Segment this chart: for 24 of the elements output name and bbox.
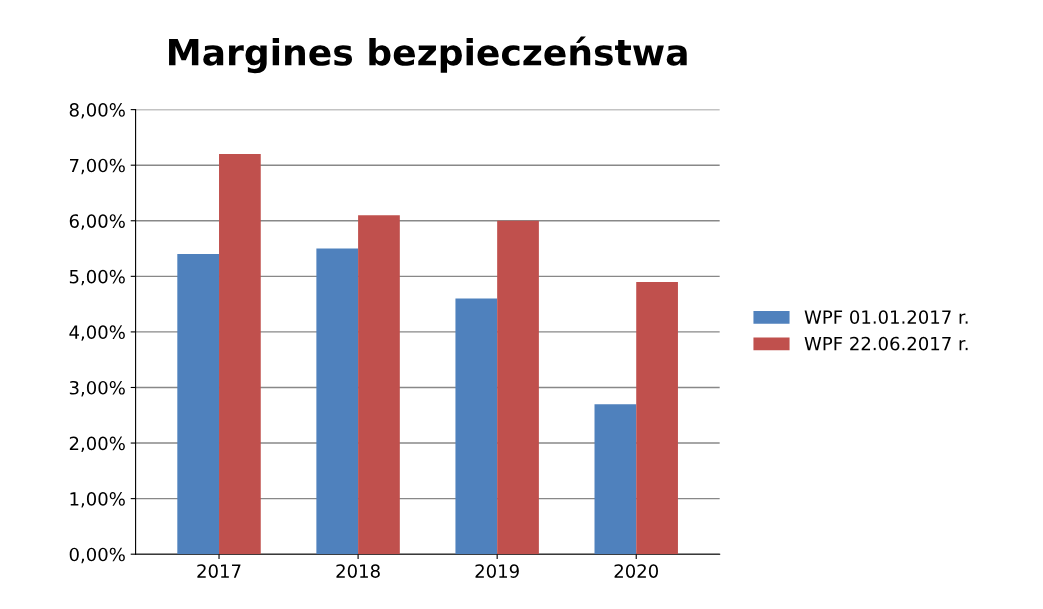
x-tick-label: 2019 (475, 564, 519, 578)
chart-title: Margines bezpieczeństwa (169, 36, 687, 74)
bar (358, 215, 400, 555)
x-tick-label: 2018 (336, 564, 380, 578)
y-tick-label: 6,00% (69, 214, 125, 230)
bar (177, 254, 220, 555)
bar (636, 281, 678, 555)
bar (316, 248, 359, 555)
legend-label: WPF 01.01.2017 r. (804, 310, 968, 324)
bar (219, 154, 261, 555)
y-tick-label: 1,00% (70, 492, 125, 508)
x-tick-label: 2017 (197, 564, 241, 578)
x-tick-label: 2020 (614, 564, 659, 578)
y-tick-label: 3,00% (69, 380, 125, 397)
bar (497, 220, 539, 555)
y-tick-label: 8,00% (69, 103, 125, 119)
y-tick-label: 5,00% (69, 269, 125, 286)
legend-label: WPF 22.06.2017 r. (804, 336, 968, 351)
y-tick-label: 2,00% (69, 436, 125, 453)
bar (594, 404, 637, 555)
y-tick-label: 0,00% (69, 547, 125, 564)
bar (455, 298, 498, 555)
y-tick-label: 4,00% (69, 325, 125, 341)
y-tick-label: 7,00% (69, 158, 125, 175)
